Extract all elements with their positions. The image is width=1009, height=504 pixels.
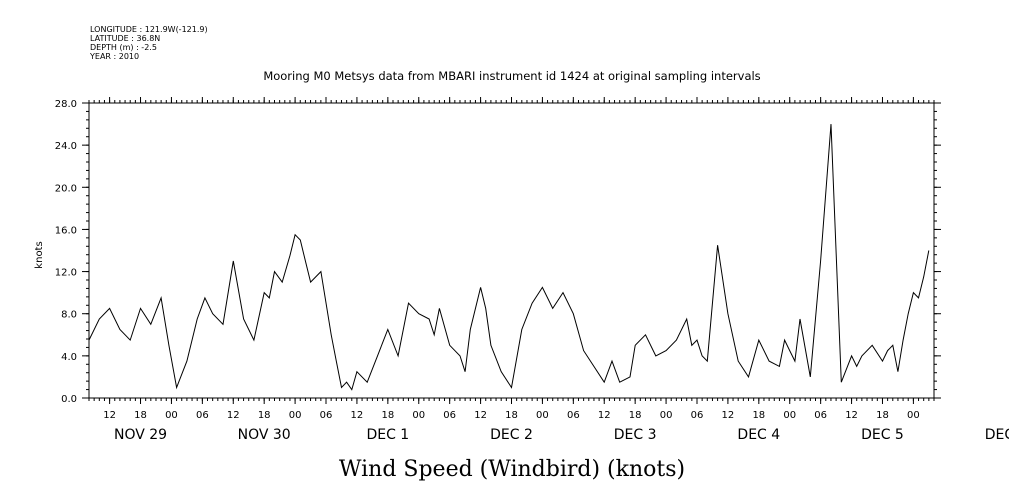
x-day-label: DEC 2 <box>490 427 533 443</box>
y-tick-label: 24.0 <box>55 141 77 152</box>
y-axis-label: knots <box>34 241 45 268</box>
y-tick-label: 12.0 <box>55 268 77 279</box>
series-line-wind-speed <box>88 124 930 391</box>
x-tick-label: 18 <box>629 410 642 421</box>
x-tick-label: 06 <box>443 410 456 421</box>
x-tick-label: 12 <box>474 410 487 421</box>
x-day-label: DEC 5 <box>861 427 904 443</box>
x-tick-label: 12 <box>598 410 611 421</box>
y-tick-label: 16.0 <box>55 225 77 236</box>
y-tick-label: 8.0 <box>61 310 77 321</box>
x-tick-label: 12 <box>103 410 116 421</box>
x-tick-label: 18 <box>381 410 394 421</box>
x-tick-label: 00 <box>783 410 796 421</box>
x-tick-label: 00 <box>660 410 673 421</box>
x-tick-label: 18 <box>134 410 147 421</box>
x-tick-label: 12 <box>845 410 858 421</box>
header-year: YEAR : 2010 <box>90 52 140 61</box>
x-tick-label: 12 <box>722 410 735 421</box>
x-tick-label: 00 <box>907 410 920 421</box>
x-tick-label: 12 <box>227 410 240 421</box>
x-tick-label: 18 <box>258 410 271 421</box>
x-day-label: DEC 4 <box>737 427 780 443</box>
x-tick-label: 00 <box>412 410 425 421</box>
header-longitude: LONGITUDE : 121.9W(-121.9) <box>90 25 208 34</box>
x-tick-label: 06 <box>320 410 333 421</box>
header-depth: DEPTH (m) : -2.5 <box>90 43 157 52</box>
x-day-label: NOV 29 <box>114 427 167 443</box>
x-day-label: DEC 6 <box>985 427 1009 443</box>
x-tick-label: 00 <box>536 410 549 421</box>
plot-frame <box>88 102 935 399</box>
x-day-label: DEC 3 <box>614 427 657 443</box>
x-tick-label: 18 <box>876 410 889 421</box>
x-tick-label: 06 <box>691 410 704 421</box>
x-tick-label: 18 <box>505 410 518 421</box>
x-tick-label: 12 <box>351 410 364 421</box>
header-latitude: LATITUDE : 36.8N <box>90 34 161 43</box>
y-tick-label: 0.0 <box>61 394 77 405</box>
x-tick-label: 06 <box>196 410 209 421</box>
x-day-label: DEC 1 <box>366 427 409 443</box>
x-tick-label: 00 <box>289 410 302 421</box>
x-tick-label: 06 <box>567 410 580 421</box>
y-tick-label: 4.0 <box>61 352 77 363</box>
chart-title: Mooring M0 Metsys data from MBARI instru… <box>263 69 760 83</box>
x-tick-label: 18 <box>752 410 765 421</box>
x-tick-label: 06 <box>814 410 827 421</box>
x-day-label: NOV 30 <box>238 427 291 443</box>
chart-bottom-title: Wind Speed (Windbird) (knots) <box>339 457 685 482</box>
y-tick-label: 20.0 <box>55 183 77 194</box>
y-tick-label: 28.0 <box>55 99 77 110</box>
x-tick-label: 00 <box>165 410 178 421</box>
